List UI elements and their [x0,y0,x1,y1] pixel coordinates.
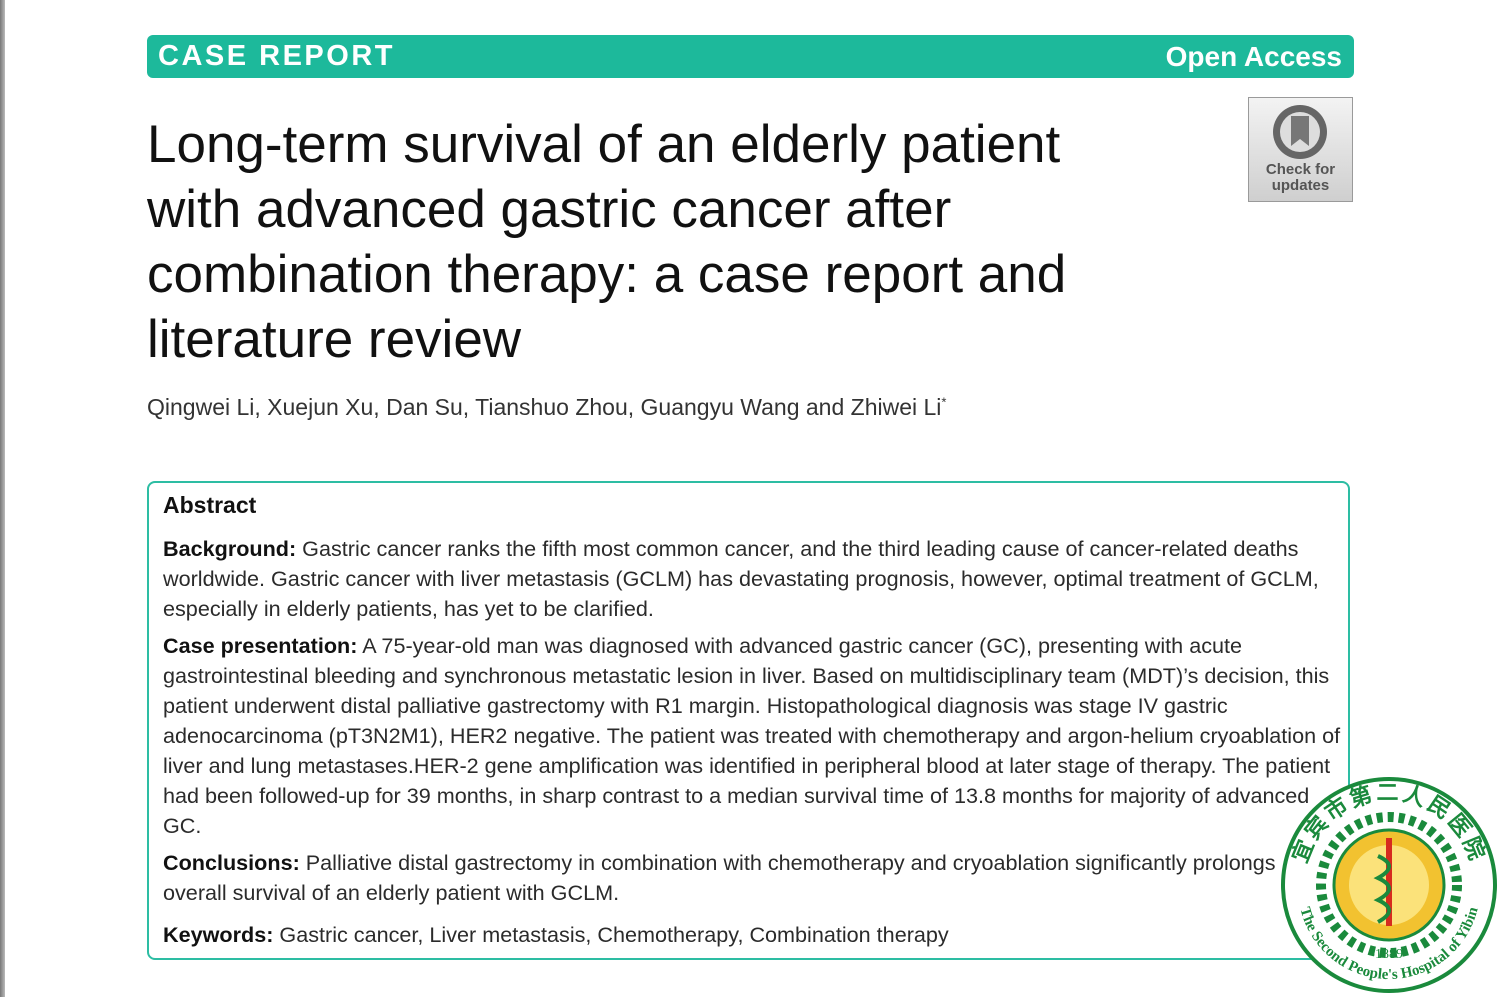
abstract-section: Case presentation: A 75-year-old man was… [163,631,1343,841]
logo-staff [1386,838,1392,926]
abstract-section: Background: Gastric cancer ranks the fif… [163,534,1343,624]
section-text: Gastric cancer, Liver metastasis, Chemot… [279,922,949,947]
authors: Qingwei Li, Xuejun Xu, Dan Su, Tianshuo … [147,394,946,421]
badge-bookmark [1291,116,1309,146]
open-access[interactable]: Open Access [1165,41,1342,72]
section-text: Palliative distal gastrectomy in combina… [163,850,1276,905]
check-updates-badge[interactable]: Check for updates [1248,97,1353,202]
header-bar: CASE REPORT Open Access [147,35,1354,78]
title-line: literature review [147,310,522,369]
title-line: Long-term survival of an elderly patient [147,115,1061,174]
badge-icon [1273,105,1327,159]
abstract-heading: Abstract [163,492,257,518]
logo-snake [1373,854,1391,924]
badge-line: updates [1271,177,1330,194]
section-label: Background: [163,536,297,561]
section-label: Keywords: [163,922,274,947]
section-text: Gastric cancer ranks the fifth most comm… [163,536,1319,621]
section-label: Conclusions: [163,850,300,875]
article-title: Long-term survival of an elderly patient… [147,112,1066,372]
page-edge [0,0,5,997]
badge-text: Check for updates [1249,162,1352,194]
section-text: A 75-year-old man was diagnosed with adv… [163,633,1341,838]
abstract-section: Keywords: Gastric cancer, Liver metastas… [163,920,1343,950]
author-names: Qingwei Li, Xuejun Xu, Dan Su, Tianshuo … [147,394,942,420]
badge-line: Check for [1265,161,1336,178]
logo-year: -1889- [1370,947,1408,962]
title-line: combination therapy: a case report and [147,245,1067,304]
hospital-logo: 宜宾市第二人民医院 The Second People's Hospital o… [1281,777,1497,993]
logo-wreath [1316,812,1462,958]
corresponding-mark: * [941,394,947,410]
abstract-box [147,481,1350,960]
title-line: with advanced gastric cancer after [147,180,952,239]
section-label: Case presentation: [163,633,358,658]
abstract: Abstract Background: Gastric cancer rank… [163,490,1343,957]
abstract-section: Conclusions: Palliative distal gastrecto… [163,848,1343,908]
article-type: CASE REPORT [158,40,395,72]
